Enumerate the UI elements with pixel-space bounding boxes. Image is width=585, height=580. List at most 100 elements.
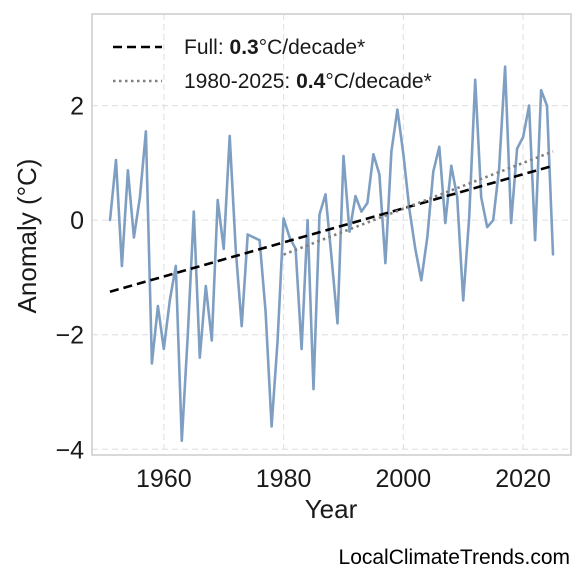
legend-full-prefix: Full:: [184, 36, 230, 59]
anomaly-data-point: [108, 218, 112, 222]
y-tick-label: −4: [55, 436, 84, 464]
anomaly-data-point: [150, 362, 154, 365]
anomaly-data-point: [282, 217, 285, 220]
anomaly-data-point: [342, 154, 345, 158]
anomaly-data-point: [318, 213, 321, 216]
anomaly-data-point: [521, 135, 525, 139]
anomaly-data-point: [228, 134, 231, 138]
anomaly-data-point: [132, 236, 136, 239]
legend-recent-value: 0.4: [296, 70, 326, 93]
anomaly-data-point: [162, 347, 166, 351]
anomaly-data-point: [126, 169, 130, 172]
anomaly-data-point: [168, 299, 172, 302]
anomaly-data-point: [426, 236, 429, 239]
legend-full-value: 0.3: [230, 36, 259, 59]
anomaly-data-point: [444, 221, 447, 225]
anomaly-data-point: [420, 279, 423, 282]
site-credit: LocalClimateTrends.com: [338, 546, 570, 569]
y-tick-label: −2: [55, 322, 84, 350]
anomaly-data-point: [240, 324, 243, 328]
anomaly-data-point: [485, 225, 489, 229]
anomaly-data-point: [354, 194, 357, 198]
anomaly-data-point: [186, 333, 189, 336]
anomaly-data-point: [144, 130, 148, 133]
anomaly-data-point: [216, 198, 219, 202]
x-tick-label: 2000: [376, 465, 432, 493]
anomaly-data-point: [180, 439, 184, 442]
plot-frame: [91, 13, 572, 456]
anomaly-data-point: [551, 253, 555, 256]
anomaly-data-point: [288, 236, 291, 239]
anomaly-data-point: [300, 347, 303, 351]
anomaly-data-point: [156, 304, 160, 308]
anomaly-data-point: [276, 339, 279, 342]
anomaly-data-point: [474, 78, 477, 82]
legend-label-full-trend: Full: 0.3°C/decade*: [184, 36, 365, 59]
anomaly-data-point: [192, 210, 195, 213]
anomaly-data-point: [210, 339, 213, 342]
anomaly-data-point: [120, 264, 124, 268]
anomaly-data-point: [468, 216, 471, 219]
anomaly-data-point: [491, 218, 495, 222]
anomaly-data-point: [198, 356, 201, 359]
x-tick-label: 2020: [495, 465, 551, 493]
anomaly-series-line: [108, 65, 555, 443]
legend-recent-prefix: 1980-2025:: [184, 70, 296, 93]
legend-full-suffix: °C/decade*: [259, 36, 365, 59]
anomaly-data-point: [396, 108, 399, 111]
anomaly-data-point: [114, 158, 118, 162]
anomaly-data-point: [539, 88, 543, 92]
anomaly-data-point: [384, 261, 387, 265]
anomaly-data-point: [372, 153, 375, 156]
recent-period-trend-line: [283, 150, 554, 256]
anomaly-data-point: [264, 310, 267, 314]
anomaly-data-point: [515, 147, 519, 150]
anomaly-data-point: [366, 201, 369, 205]
anomaly-data-point: [390, 150, 393, 153]
anomaly-data-point: [234, 247, 237, 251]
y-axis-title: Anomaly (°C): [12, 159, 42, 314]
y-tick-label: 0: [70, 207, 84, 235]
anomaly-data-point: [402, 153, 405, 156]
axis-ticks: 1960 1980 2000 2020 −4 −2 0 2: [55, 93, 550, 493]
anomaly-data-point: [222, 247, 225, 251]
x-tick-label: 1960: [136, 465, 192, 493]
anomaly-data-point: [479, 196, 483, 199]
anomaly-data-point: [330, 256, 333, 259]
anomaly-data-point: [258, 239, 261, 242]
legend-recent-suffix: °C/decade*: [325, 70, 431, 93]
legend-label-recent-trend: 1980-2025: 0.4°C/decade*: [184, 70, 432, 93]
series-layer: [108, 65, 555, 443]
anomaly-data-point: [414, 247, 417, 251]
anomaly-data-point: [509, 221, 513, 225]
anomaly-data-point: [378, 173, 381, 176]
anomaly-data-point: [503, 65, 507, 68]
anomaly-data-point: [527, 104, 531, 107]
legend: Full: 0.3°C/decade* 1980-2025: 0.4°C/dec…: [113, 36, 432, 93]
anomaly-data-point: [312, 387, 315, 391]
anomaly-data-point: [462, 299, 465, 302]
anomaly-data-point: [138, 196, 142, 199]
anomaly-data-point: [360, 210, 363, 213]
anomaly-data-point: [246, 233, 249, 236]
trend-layer: [109, 150, 554, 294]
anomaly-data-point: [432, 170, 435, 173]
anomaly-data-point: [336, 322, 339, 325]
x-tick-label: 1980: [256, 465, 312, 493]
anomaly-data-point: [324, 193, 327, 196]
anomaly-data-point: [497, 167, 501, 170]
y-tick-label: 2: [70, 93, 84, 121]
anomaly-data-point: [438, 145, 441, 149]
anomaly-data-point: [348, 230, 351, 233]
anomaly-data-point: [533, 239, 537, 242]
anomaly-data-point: [174, 264, 178, 268]
anomaly-data-point: [450, 164, 453, 167]
x-axis-title: Year: [305, 494, 358, 524]
anomaly-data-point: [545, 104, 549, 107]
full-period-trend-line: [109, 164, 554, 294]
anomaly-data-point: [252, 236, 255, 239]
anomaly-data-point: [306, 218, 309, 222]
anomaly-data-point: [204, 284, 207, 288]
anomaly-data-point: [456, 196, 459, 199]
